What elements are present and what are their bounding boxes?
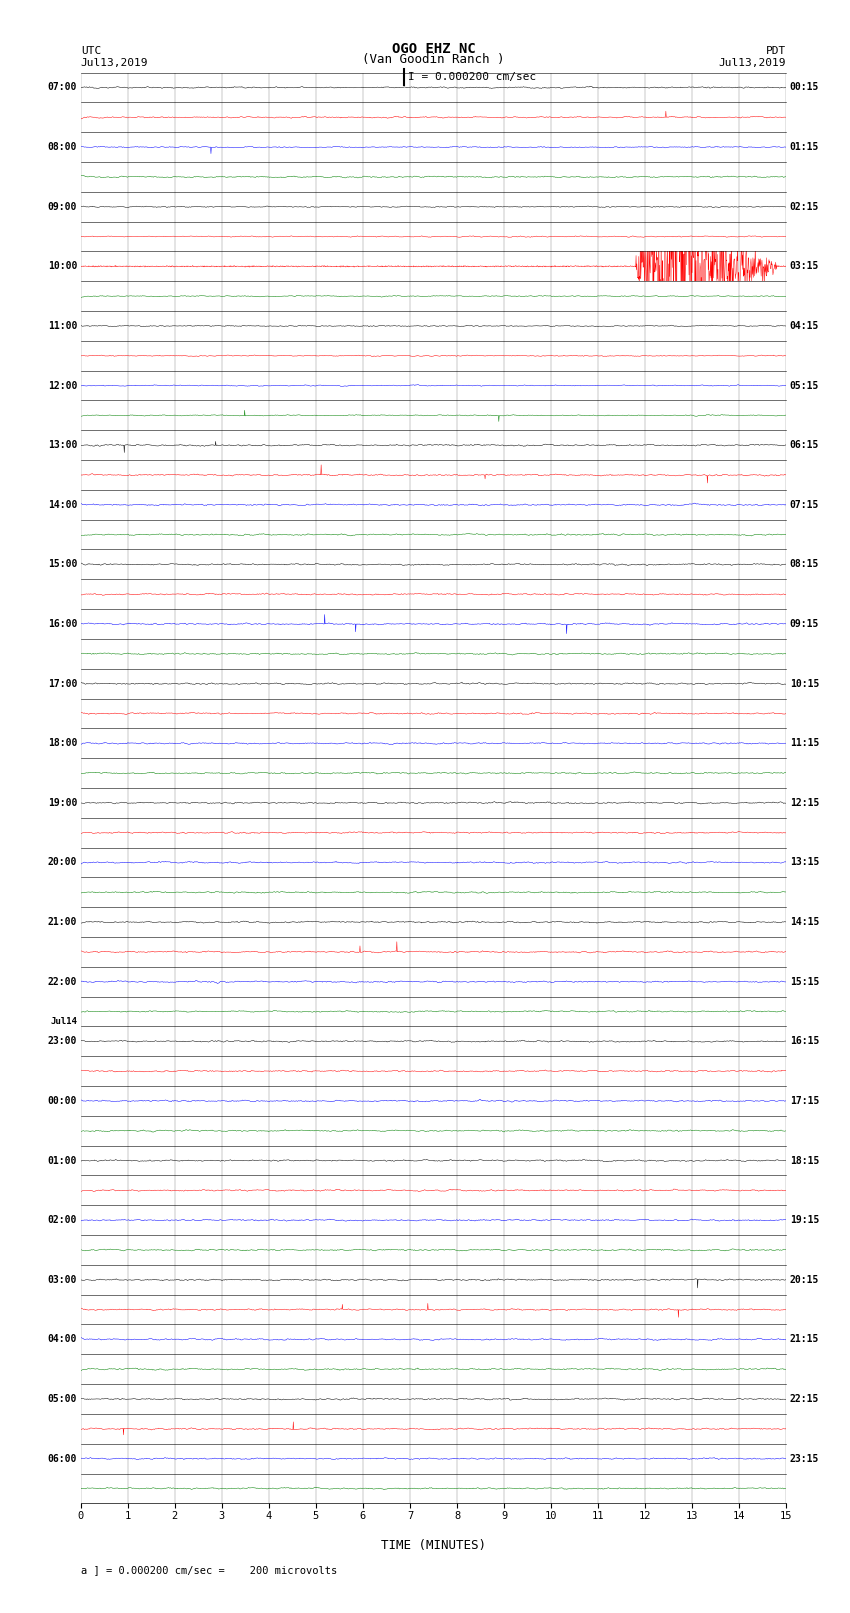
- Text: 05:00: 05:00: [48, 1394, 77, 1403]
- Text: Jul13,2019: Jul13,2019: [81, 58, 148, 68]
- Text: 05:15: 05:15: [790, 381, 819, 390]
- Text: PDT: PDT: [766, 47, 786, 56]
- Text: 13:15: 13:15: [790, 858, 819, 868]
- Text: 22:00: 22:00: [48, 977, 77, 987]
- Text: TIME (MINUTES): TIME (MINUTES): [381, 1539, 486, 1552]
- Text: Jul13,2019: Jul13,2019: [719, 58, 786, 68]
- Text: 21:00: 21:00: [48, 918, 77, 927]
- Text: 18:00: 18:00: [48, 739, 77, 748]
- Text: 15:15: 15:15: [790, 977, 819, 987]
- Text: 09:15: 09:15: [790, 619, 819, 629]
- Text: 14:00: 14:00: [48, 500, 77, 510]
- Text: (Van Goodin Ranch ): (Van Goodin Ranch ): [362, 53, 505, 66]
- Text: 08:15: 08:15: [790, 560, 819, 569]
- Text: 02:00: 02:00: [48, 1215, 77, 1226]
- Text: a ] = 0.000200 cm/sec =    200 microvolts: a ] = 0.000200 cm/sec = 200 microvolts: [81, 1565, 337, 1574]
- Text: 20:15: 20:15: [790, 1274, 819, 1286]
- Text: 09:00: 09:00: [48, 202, 77, 211]
- Text: 20:00: 20:00: [48, 858, 77, 868]
- Text: 19:15: 19:15: [790, 1215, 819, 1226]
- Text: 19:00: 19:00: [48, 798, 77, 808]
- Text: OGO EHZ NC: OGO EHZ NC: [392, 42, 475, 56]
- Text: UTC: UTC: [81, 47, 101, 56]
- Text: 00:00: 00:00: [48, 1095, 77, 1107]
- Text: 06:15: 06:15: [790, 440, 819, 450]
- Text: 04:15: 04:15: [790, 321, 819, 331]
- Text: 14:15: 14:15: [790, 918, 819, 927]
- Text: 21:15: 21:15: [790, 1334, 819, 1344]
- Text: 07:15: 07:15: [790, 500, 819, 510]
- Text: 17:00: 17:00: [48, 679, 77, 689]
- Text: 16:15: 16:15: [790, 1036, 819, 1047]
- Text: 11:00: 11:00: [48, 321, 77, 331]
- Text: 00:15: 00:15: [790, 82, 819, 92]
- Text: 17:15: 17:15: [790, 1095, 819, 1107]
- Text: 03:00: 03:00: [48, 1274, 77, 1286]
- Text: 16:00: 16:00: [48, 619, 77, 629]
- Text: 22:15: 22:15: [790, 1394, 819, 1403]
- Text: 13:00: 13:00: [48, 440, 77, 450]
- Text: 07:00: 07:00: [48, 82, 77, 92]
- Text: 08:00: 08:00: [48, 142, 77, 152]
- Text: 18:15: 18:15: [790, 1155, 819, 1166]
- Text: 12:15: 12:15: [790, 798, 819, 808]
- Text: 04:00: 04:00: [48, 1334, 77, 1344]
- Text: Jul14: Jul14: [50, 1018, 77, 1026]
- Text: 23:00: 23:00: [48, 1036, 77, 1047]
- Text: 15:00: 15:00: [48, 560, 77, 569]
- Text: 01:15: 01:15: [790, 142, 819, 152]
- Text: 10:00: 10:00: [48, 261, 77, 271]
- Text: 12:00: 12:00: [48, 381, 77, 390]
- Text: 02:15: 02:15: [790, 202, 819, 211]
- Text: 23:15: 23:15: [790, 1453, 819, 1463]
- Text: 01:00: 01:00: [48, 1155, 77, 1166]
- Text: 10:15: 10:15: [790, 679, 819, 689]
- Text: 03:15: 03:15: [790, 261, 819, 271]
- Text: 11:15: 11:15: [790, 739, 819, 748]
- Text: I = 0.000200 cm/sec: I = 0.000200 cm/sec: [408, 73, 536, 82]
- Text: 06:00: 06:00: [48, 1453, 77, 1463]
